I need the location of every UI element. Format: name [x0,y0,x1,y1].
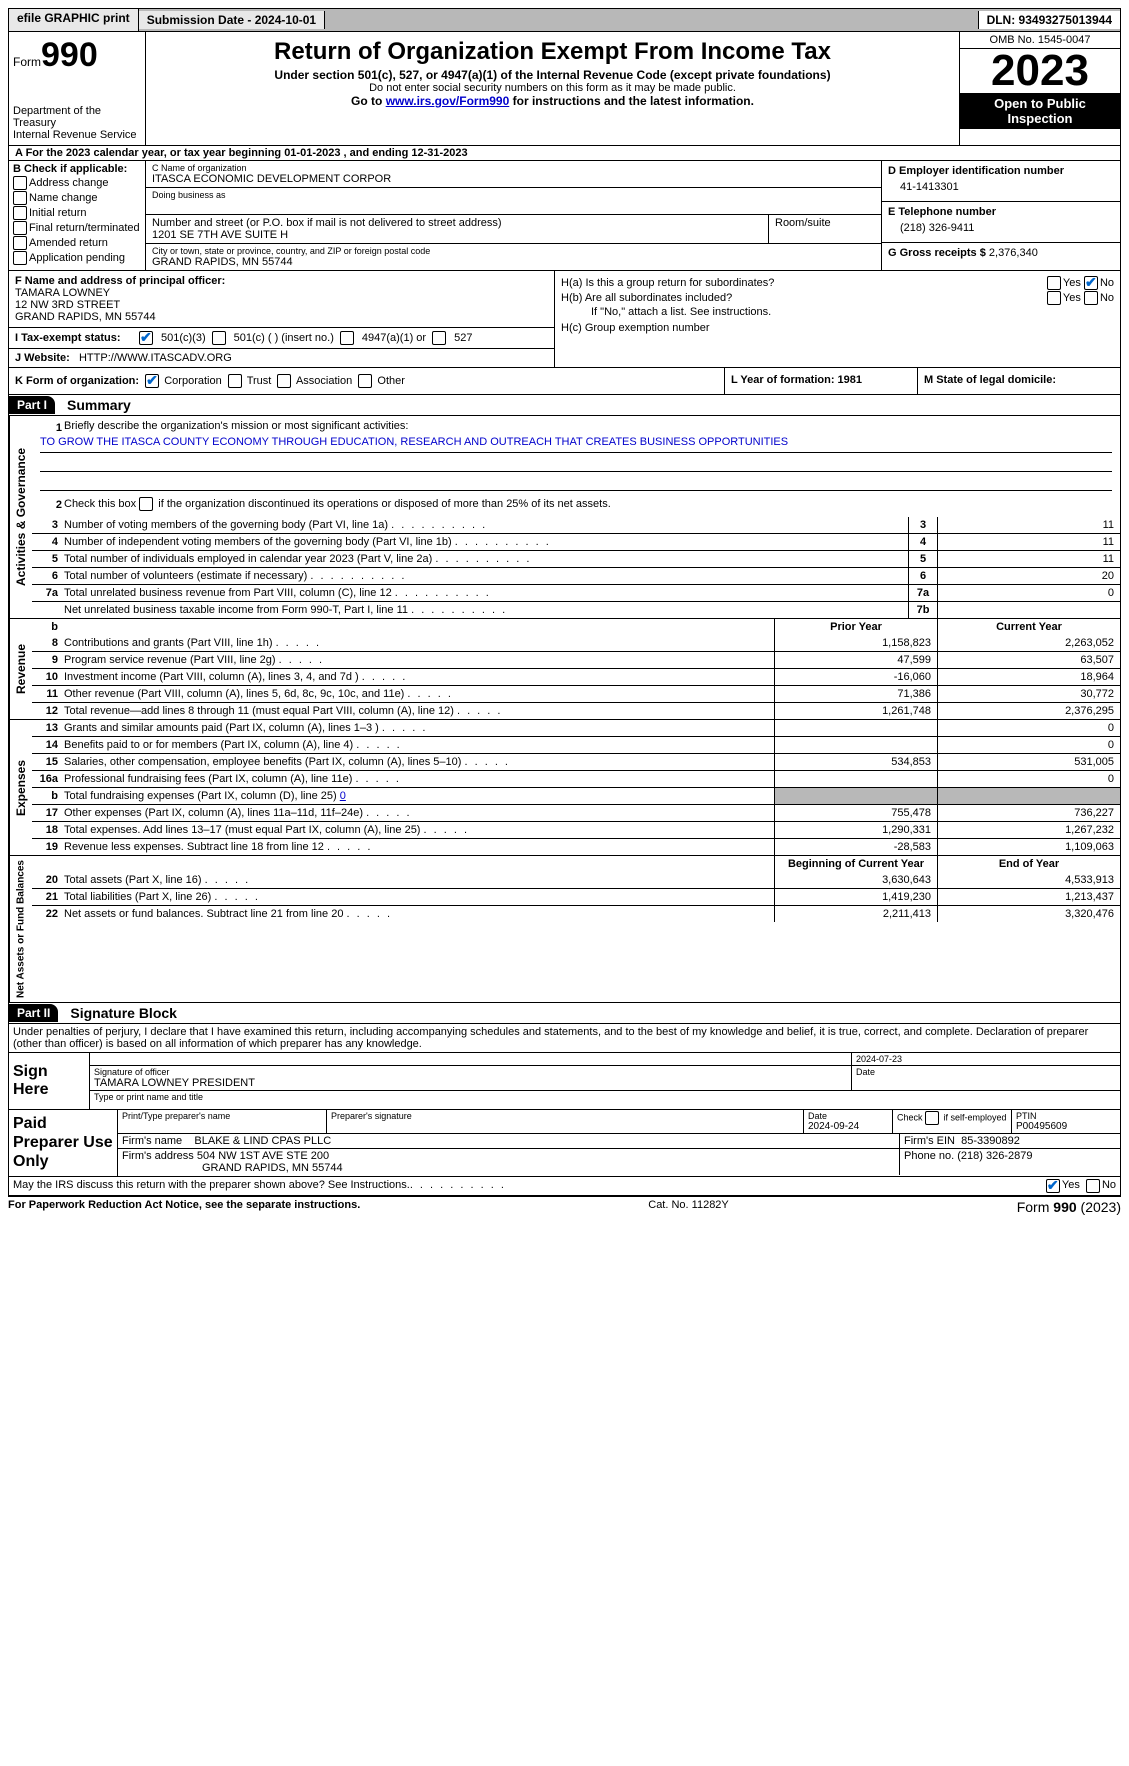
line-22: 22 Net assets or fund balances. Subtract… [32,905,1120,922]
irs-link[interactable]: www.irs.gov/Form990 [386,94,510,108]
form-header: Form990 Department of the Treasury Inter… [9,32,1120,146]
line-13: 13 Grants and similar amounts paid (Part… [32,720,1120,736]
group-return-no[interactable] [1084,276,1098,290]
efile-print-btn[interactable]: efile GRAPHIC print [9,9,139,31]
line-5: 5 Total number of individuals employed i… [32,550,1120,567]
section-c: C Name of organizationITASCA ECONOMIC DE… [146,161,881,270]
line-17: 17 Other expenses (Part IX, column (A), … [32,804,1120,821]
state-domicile: M State of legal domicile: [918,368,1120,394]
discuss-yes[interactable] [1046,1179,1060,1193]
section-h: H(a) Is this a group return for subordin… [555,271,1120,367]
line-21: 21 Total liabilities (Part X, line 26) 1… [32,888,1120,905]
side-governance: Activities & Governance [9,416,32,618]
line-15: 15 Salaries, other compensation, employe… [32,753,1120,770]
line-4: 4 Number of independent voting members o… [32,533,1120,550]
section-k: K Form of organization: Corporation Trus… [9,368,725,394]
line-7b: Net unrelated business taxable income fr… [32,601,1120,618]
section-b: B Check if applicable: Address change Na… [9,161,146,270]
line-3: 3 Number of voting members of the govern… [32,517,1120,533]
open-to-public: Open to Public Inspection [960,93,1120,129]
form-title: Return of Organization Exempt From Incom… [150,38,955,66]
submission-date: Submission Date - 2024-10-01 [139,11,325,29]
section-deg: D Employer identification number41-14133… [881,161,1120,270]
line-9: 9 Program service revenue (Part VIII, li… [32,651,1120,668]
line-b: b Total fundraising expenses (Part IX, c… [32,787,1120,804]
mission-text: TO GROW THE ITASCA COUNTY ECONOMY THROUG… [40,436,1112,453]
tax-year: 2023 [960,49,1120,93]
dln: DLN: 93493275013944 [978,11,1120,29]
page-footer: For Paperwork Reduction Act Notice, see … [8,1197,1121,1215]
side-netassets: Net Assets or Fund Balances [9,856,32,1002]
row-a-calendar-year: A For the 2023 calendar year, or tax yea… [9,146,1120,161]
part-1-header: Part I Summary [9,395,1120,416]
line-14: 14 Benefits paid to or for members (Part… [32,736,1120,753]
line-6: 6 Total number of volunteers (estimate i… [32,567,1120,584]
line-10: 10 Investment income (Part VIII, column … [32,668,1120,685]
section-f-i-j: F Name and address of principal officer:… [9,271,555,367]
side-revenue: Revenue [9,619,32,719]
year-formation: L Year of formation: 1981 [725,368,918,394]
top-toolbar: efile GRAPHIC print Submission Date - 20… [8,8,1121,32]
part-2-header: Part II Signature Block [9,1003,1120,1024]
line-20: 20 Total assets (Part X, line 16) 3,630,… [32,872,1120,888]
line-18: 18 Total expenses. Add lines 13–17 (must… [32,821,1120,838]
discuss-row: May the IRS discuss this return with the… [9,1177,1120,1196]
sign-here-row: Sign Here 2024-07-23 Signature of office… [9,1053,1120,1110]
line-11: 11 Other revenue (Part VIII, column (A),… [32,685,1120,702]
paid-preparer-row: Paid Preparer Use Only Print/Type prepar… [9,1110,1120,1177]
side-expenses: Expenses [9,720,32,855]
dept-treasury: Department of the Treasury Internal Reve… [13,105,141,141]
penalties-text: Under penalties of perjury, I declare th… [9,1024,1120,1053]
line-7a: 7a Total unrelated business revenue from… [32,584,1120,601]
line-12: 12 Total revenue—add lines 8 through 11 … [32,702,1120,719]
501c3-checkbox[interactable] [139,331,153,345]
line-8: 8 Contributions and grants (Part VIII, l… [32,635,1120,651]
line-19: 19 Revenue less expenses. Subtract line … [32,838,1120,855]
website-url: HTTP://WWW.ITASCADV.ORG [79,352,232,364]
line-16a: 16a Professional fundraising fees (Part … [32,770,1120,787]
corporation-checkbox[interactable] [145,374,159,388]
